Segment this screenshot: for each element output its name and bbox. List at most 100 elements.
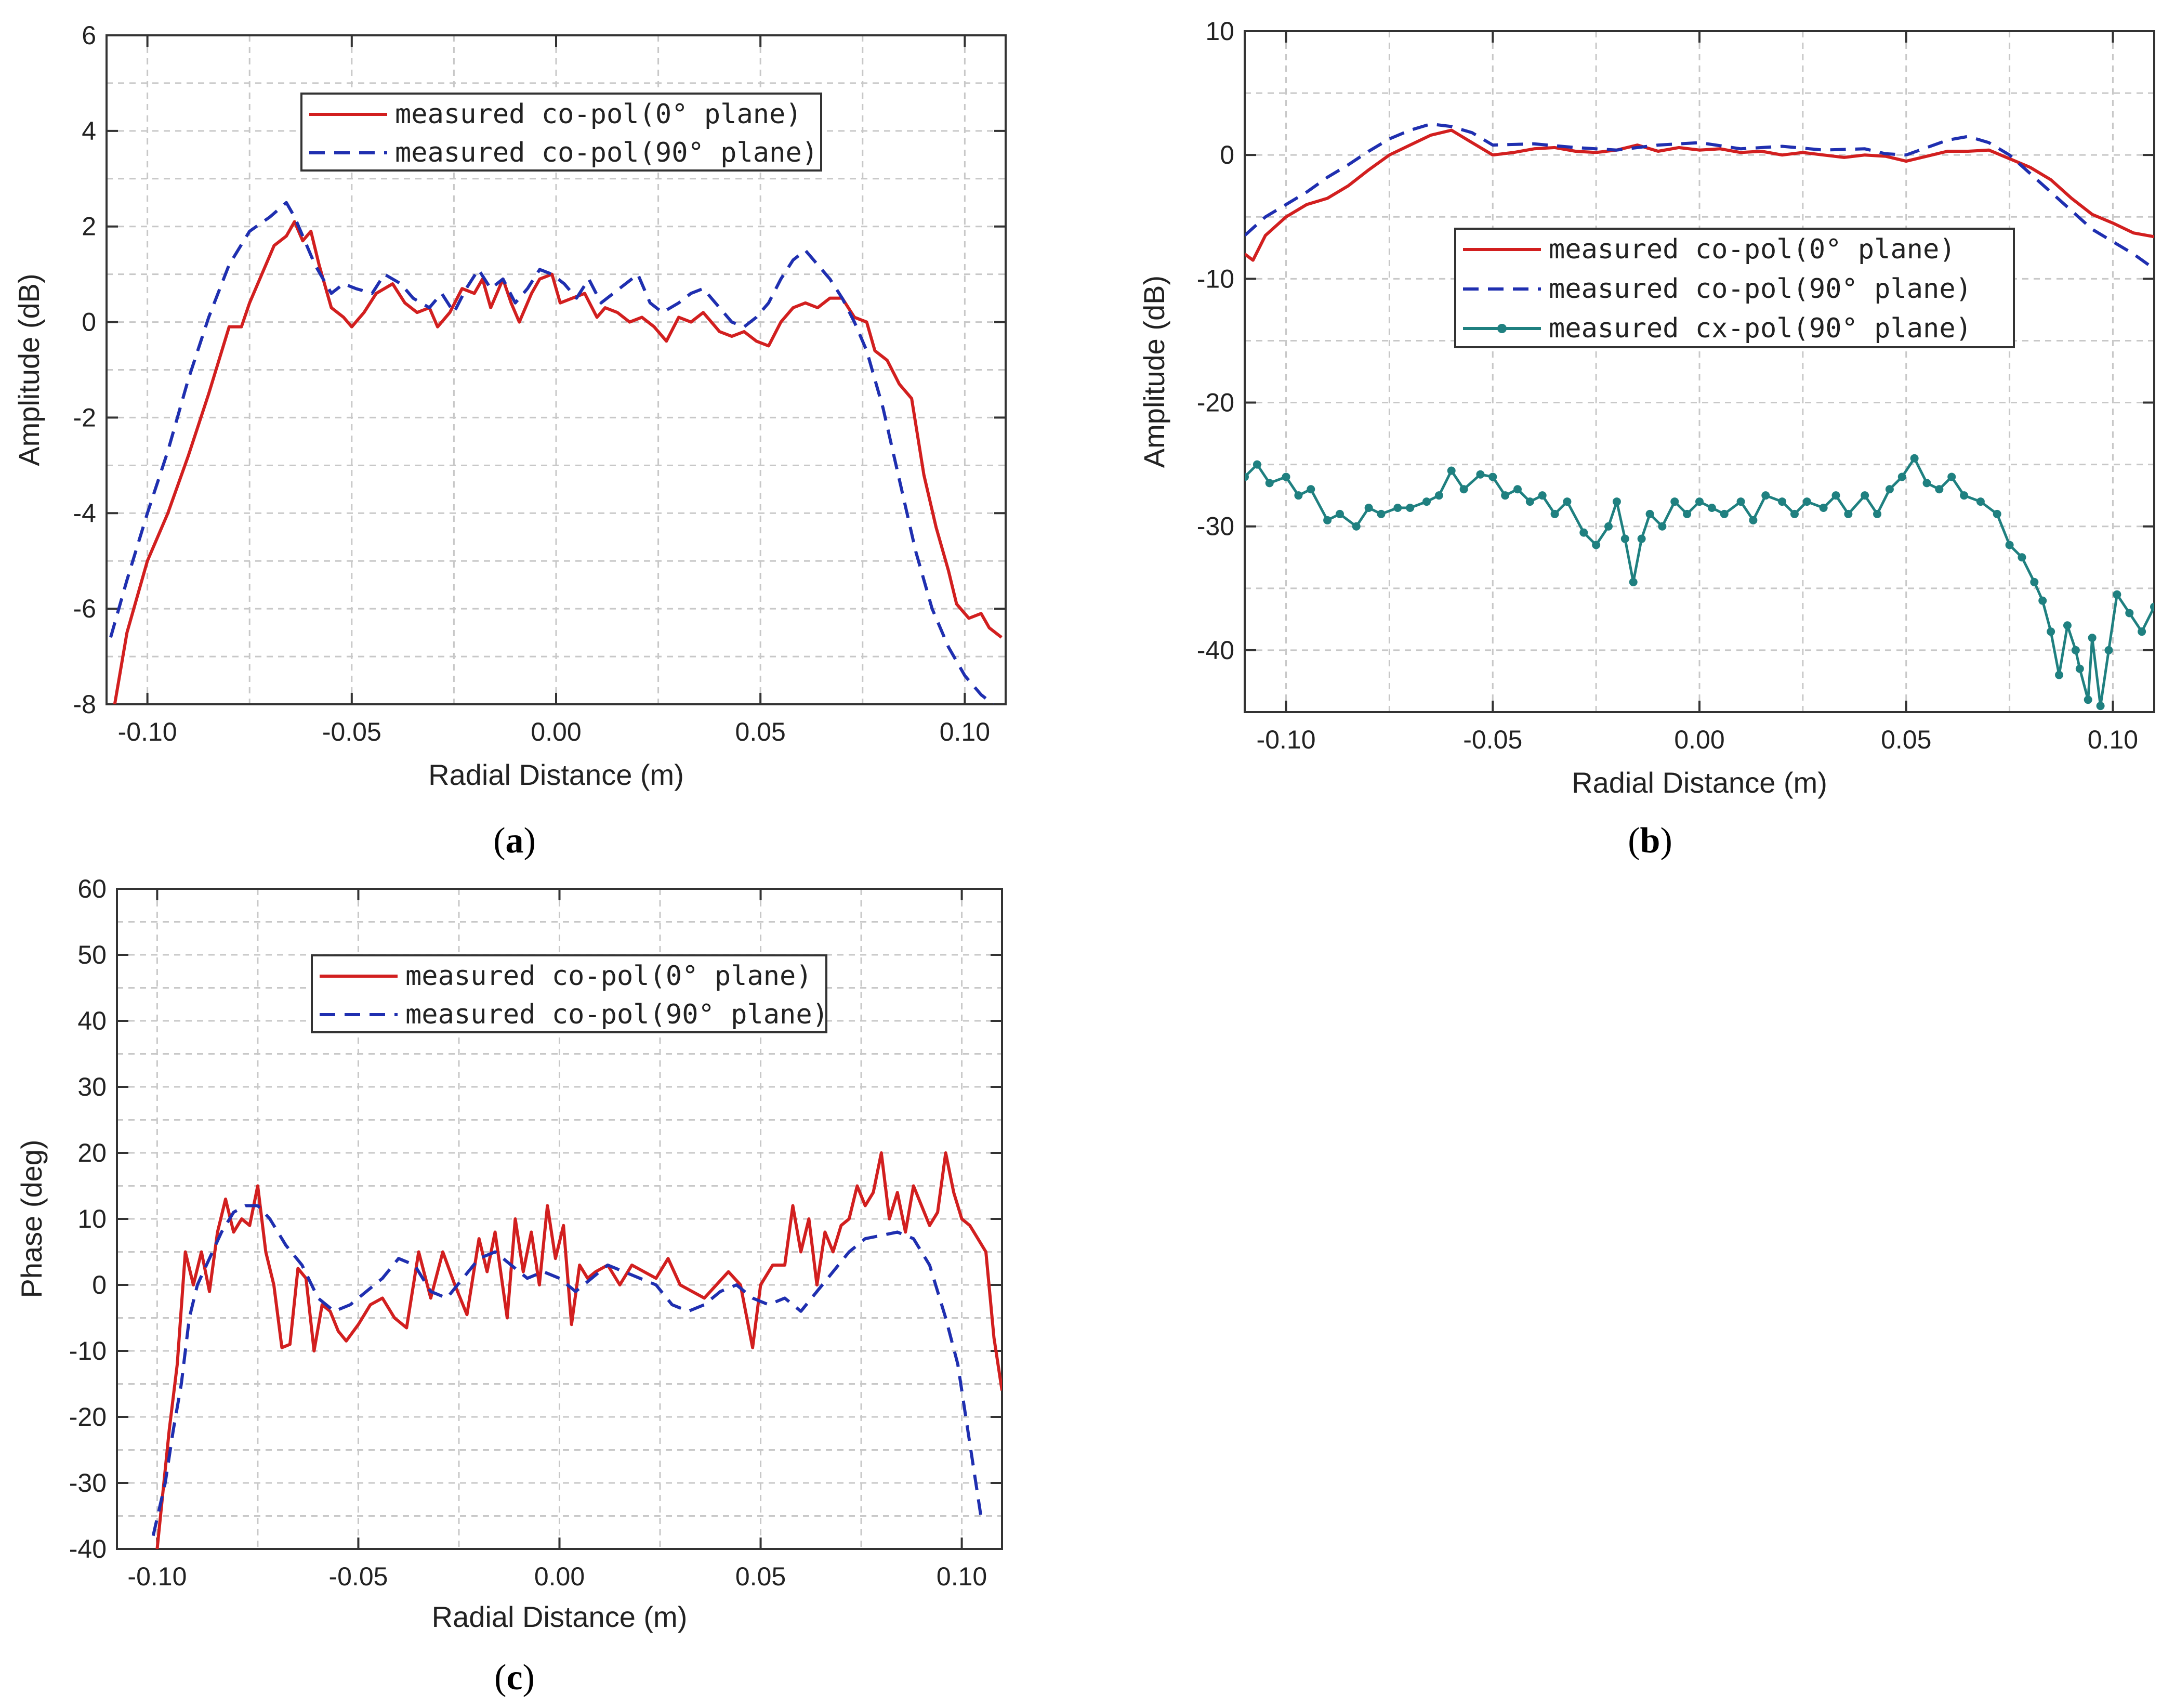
y-tick-label: 30 <box>77 1072 107 1101</box>
series-marker <box>1538 491 1547 500</box>
series-marker <box>1579 528 1588 537</box>
series-marker <box>1476 470 1485 479</box>
series-marker <box>1282 472 1290 481</box>
y-axis-label: Amplitude (dB) <box>12 273 45 466</box>
y-tick-label: 10 <box>1205 17 1234 46</box>
legend-box <box>1454 228 2015 348</box>
legend-entry: measured co-pol(0° plane) <box>395 99 802 130</box>
series-marker <box>1802 497 1811 506</box>
x-tick-label: 0.05 <box>735 717 786 746</box>
x-tick-label: 0.10 <box>2088 725 2138 754</box>
legend-box <box>300 93 822 172</box>
series-marker <box>1422 497 1431 506</box>
series-marker <box>2084 695 2092 704</box>
y-tick-label: 50 <box>77 940 107 969</box>
series-marker <box>1245 472 1249 481</box>
series-line <box>109 201 995 704</box>
series-marker <box>1707 504 1716 512</box>
y-axis-label: Phase (deg) <box>15 1139 48 1298</box>
series-line <box>155 1151 1002 1549</box>
y-tick-label: 60 <box>77 874 107 903</box>
series-marker <box>1947 472 1956 481</box>
series-marker <box>1922 479 1931 488</box>
series-line <box>151 1204 984 1536</box>
series-marker <box>1749 516 1758 524</box>
series-marker <box>2096 702 2105 711</box>
x-axis-label: Radial Distance (m) <box>428 758 684 791</box>
y-tick-label: 6 <box>82 21 96 50</box>
panel-caption: (a) <box>493 821 536 861</box>
series-marker <box>2030 577 2039 586</box>
legend-entry: measured co-pol(0° plane) <box>1549 234 1956 265</box>
series-marker <box>1960 491 1969 500</box>
x-tick-label: -0.05 <box>1463 725 1522 754</box>
series-marker <box>2138 627 2146 636</box>
legend-entry: measured co-pol(0° plane) <box>405 961 812 992</box>
series-marker <box>1819 504 1828 512</box>
plot-frame <box>1244 30 2155 713</box>
x-tick-label: -0.10 <box>127 1562 187 1591</box>
series-marker <box>2125 609 2134 617</box>
series-marker <box>1513 485 1522 494</box>
y-tick-label: -10 <box>69 1336 107 1365</box>
series-marker <box>1563 497 1572 506</box>
series-line <box>113 220 1003 704</box>
series-marker <box>1645 509 1654 518</box>
x-tick-label: 0.00 <box>534 1562 585 1591</box>
x-tick-label: -0.10 <box>1257 725 1316 754</box>
x-tick-label: 0.05 <box>735 1562 786 1591</box>
y-tick-label: -30 <box>69 1468 107 1497</box>
legend-marker <box>1497 324 1507 333</box>
series-marker <box>1637 534 1646 543</box>
series-marker <box>1393 504 1402 512</box>
x-tick-label: -0.05 <box>322 717 381 746</box>
series-line <box>1245 122 2154 270</box>
panel-caption: (b) <box>1628 821 1672 861</box>
y-tick-label: -30 <box>1197 512 1234 541</box>
legend-entry: measured co-pol(90° plane) <box>1549 273 1972 305</box>
series-marker <box>1620 534 1629 543</box>
y-tick-label: 0 <box>1220 140 1234 169</box>
series-marker <box>1831 491 1840 500</box>
series-marker <box>2071 646 2080 654</box>
series-group <box>1245 122 2154 711</box>
y-tick-label: -10 <box>1197 264 1234 293</box>
series-marker <box>2113 590 2121 599</box>
series-marker <box>1434 491 1443 500</box>
series-marker <box>1604 522 1613 531</box>
series-marker <box>1695 497 1704 506</box>
y-axis-label: Amplitude (dB) <box>1138 275 1170 468</box>
series-marker <box>1993 509 2001 518</box>
series-marker <box>1550 509 1559 518</box>
series-group <box>151 1151 1002 1549</box>
series-marker <box>1525 497 1534 506</box>
y-tick-label: 10 <box>77 1204 107 1233</box>
series-marker <box>1670 497 1679 506</box>
y-tick-label: 40 <box>77 1006 107 1035</box>
series-line <box>1245 457 2154 707</box>
series-marker <box>1897 472 1906 481</box>
series-marker <box>1265 479 1274 488</box>
series-marker <box>1910 454 1919 463</box>
y-tick-label: -2 <box>73 403 96 432</box>
series-marker <box>1592 541 1601 549</box>
series-marker <box>1736 497 1745 506</box>
series-marker <box>1720 509 1729 518</box>
legend-entry: measured cx-pol(90° plane) <box>1549 313 1972 344</box>
series-marker <box>1323 516 1332 524</box>
series-marker <box>1253 460 1261 469</box>
panel-caption: (c) <box>494 1658 535 1698</box>
series-marker <box>2018 553 2026 562</box>
series-marker <box>2150 602 2154 611</box>
series-marker <box>1778 497 1787 506</box>
y-tick-label: -40 <box>69 1534 107 1564</box>
legend-entry: measured co-pol(90° plane) <box>395 137 818 168</box>
x-axis-label: Radial Distance (m) <box>1572 766 1827 799</box>
series-marker <box>2005 541 2014 549</box>
series-marker <box>1335 509 1344 518</box>
series-marker <box>1629 577 1638 586</box>
y-tick-label: 0 <box>92 1270 107 1299</box>
series-marker <box>2104 646 2113 654</box>
x-tick-label: -0.05 <box>328 1562 388 1591</box>
